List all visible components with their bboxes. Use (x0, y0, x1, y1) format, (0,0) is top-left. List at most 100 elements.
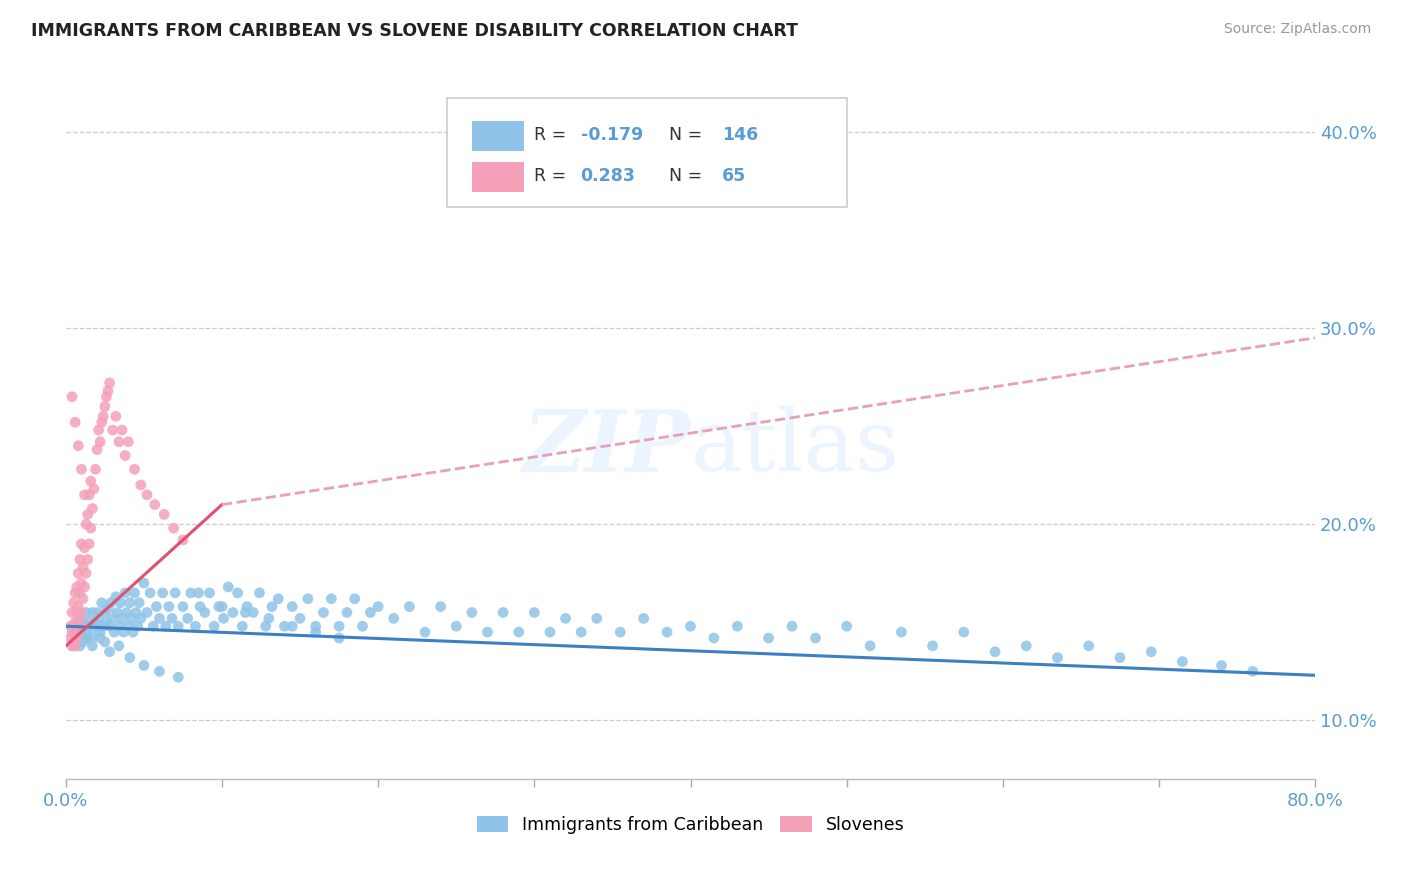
Point (105, 606, 128, 620)
Point (67, 625, 90, 640)
Point (82, 639, 104, 653)
Point (69, 586, 91, 600)
Point (77, 537, 100, 551)
Point (162, 521, 184, 535)
Point (98, 619, 121, 633)
Point (136, 606, 159, 620)
Point (703, 631, 725, 645)
Point (117, 619, 139, 633)
Point (124, 586, 146, 600)
Point (73, 580, 96, 594)
Point (104, 590, 127, 604)
Point (103, 625, 125, 640)
Point (260, 599, 283, 614)
Point (72, 591, 94, 606)
Point (76, 508, 98, 522)
Point (921, 639, 943, 653)
Text: R =: R = (534, 127, 572, 145)
Point (321, 591, 343, 606)
Point (132, 658, 155, 673)
Point (70, 625, 93, 640)
Point (69, 552, 91, 566)
Point (60, 639, 83, 653)
Point (94, 606, 117, 620)
Text: 0.283: 0.283 (581, 168, 636, 186)
Point (398, 599, 420, 614)
Point (118, 650, 141, 665)
Point (184, 619, 207, 633)
Point (143, 498, 166, 512)
Point (208, 599, 231, 614)
Point (1015, 639, 1038, 653)
Point (67, 439, 90, 453)
Point (114, 449, 136, 463)
Point (1077, 639, 1099, 653)
Point (70, 537, 93, 551)
Point (725, 619, 748, 633)
Point (352, 619, 374, 633)
Point (429, 599, 451, 614)
FancyBboxPatch shape (472, 162, 524, 192)
Point (176, 611, 198, 625)
Point (98, 376, 121, 390)
Point (328, 619, 350, 633)
Point (89, 625, 111, 640)
Point (89, 434, 111, 449)
Text: N =: N = (669, 168, 709, 186)
Point (84, 462, 107, 476)
Point (75, 517, 97, 532)
Point (267, 591, 290, 606)
Point (62, 639, 84, 653)
Point (188, 599, 211, 614)
Point (70, 462, 93, 476)
Point (110, 596, 132, 610)
Point (114, 586, 136, 600)
Point (112, 625, 135, 640)
Point (66, 631, 89, 645)
Point (96, 615, 118, 630)
Point (108, 434, 131, 449)
Point (62, 596, 84, 610)
Point (80, 474, 103, 488)
Point (835, 619, 858, 633)
Point (75, 606, 97, 620)
Point (160, 611, 183, 625)
Point (212, 611, 235, 625)
Point (655, 625, 678, 640)
Point (859, 639, 882, 653)
Point (236, 599, 259, 614)
Point (72, 560, 94, 574)
Point (336, 606, 359, 620)
Point (62, 619, 84, 633)
FancyBboxPatch shape (447, 98, 846, 207)
Point (305, 619, 328, 633)
Point (86, 606, 108, 620)
Point (492, 606, 515, 620)
Point (108, 639, 131, 653)
Point (202, 619, 225, 633)
Point (211, 599, 233, 614)
Point (328, 631, 350, 645)
Point (382, 611, 405, 625)
Point (1211, 658, 1233, 673)
Point (118, 596, 141, 610)
Point (63, 615, 86, 630)
Point (1171, 655, 1194, 669)
Point (1046, 650, 1069, 665)
Point (633, 611, 655, 625)
Point (97, 601, 120, 615)
Point (148, 665, 170, 679)
Point (167, 619, 190, 633)
Text: 65: 65 (721, 168, 747, 186)
Point (367, 599, 389, 614)
Point (890, 625, 912, 640)
Point (117, 434, 139, 449)
Point (62, 625, 84, 640)
Point (87, 611, 110, 625)
Point (609, 625, 631, 640)
Point (72, 635, 94, 649)
Point (242, 606, 264, 620)
Point (194, 606, 217, 620)
Point (125, 606, 148, 620)
Point (780, 619, 803, 633)
